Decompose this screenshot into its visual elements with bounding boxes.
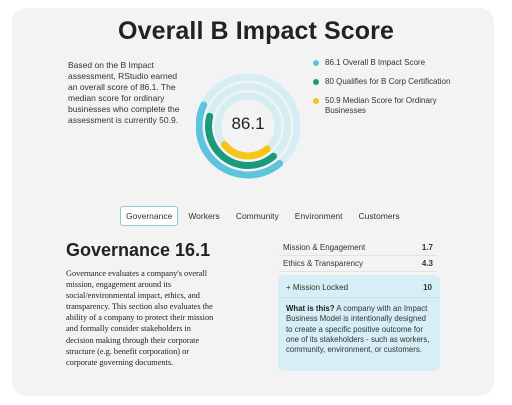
category-tabs: Governance Workers Community Environment… <box>120 206 406 226</box>
tab-governance[interactable]: Governance <box>120 206 179 226</box>
mission-locked-value: 10 <box>423 283 432 292</box>
legend-dot-icon <box>313 79 319 85</box>
metric-label: Mission & Engagement <box>283 243 366 252</box>
donut-ring-median-score <box>214 92 282 160</box>
mission-locked-panel: + Mission Locked 10 What is this? A comp… <box>278 275 440 371</box>
metrics-list: Mission & Engagement 1.7 Ethics & Transp… <box>279 240 437 272</box>
tab-community[interactable]: Community <box>235 211 279 221</box>
section-description: Governance evaluates a company's overall… <box>66 269 214 367</box>
metric-value: 4.3 <box>421 259 433 268</box>
mission-explanation: What is this? A company with an Impact B… <box>278 298 440 361</box>
metric-value: 1.7 <box>421 243 433 252</box>
intro-text: Based on the B Impact assessment, RStudi… <box>68 60 180 125</box>
legend-dot-icon <box>313 60 319 66</box>
mission-question: What is this? <box>286 304 335 313</box>
mission-locked-label: + Mission Locked <box>286 283 349 292</box>
chart-legend: 86.1 Overall B Impact Score 80 Qualifies… <box>313 58 453 125</box>
donut-ring-overall-score <box>196 73 300 179</box>
tab-customers[interactable]: Customers <box>358 211 400 221</box>
legend-label: 80 Qualifies for B Corp Certification <box>325 77 451 86</box>
donut-ring-b-corp-threshold <box>205 83 291 169</box>
score-donut-chart <box>196 73 300 179</box>
section-title: Governance 16.1 <box>66 240 211 260</box>
legend-item-overall-score: 86.1 Overall B Impact Score <box>313 58 453 68</box>
legend-dot-icon <box>313 98 319 104</box>
metric-row-mission-engagement: Mission & Engagement 1.7 <box>279 240 437 256</box>
legend-item-median: 50.9 Median Score for Ordinary Businesse… <box>313 96 453 116</box>
tab-workers[interactable]: Workers <box>188 211 220 221</box>
page-title: Overall B Impact Score <box>118 17 394 45</box>
mission-explanation-text: A company with an Impact Business Model … <box>286 304 430 355</box>
overall-score-value: 86.1 <box>231 114 265 133</box>
legend-label: 86.1 Overall B Impact Score <box>325 58 426 67</box>
legend-label: 50.9 Median Score for Ordinary Businesse… <box>325 96 437 115</box>
tab-environment[interactable]: Environment <box>294 211 343 221</box>
legend-item-b-corp: 80 Qualifies for B Corp Certification <box>313 77 453 87</box>
mission-locked-row[interactable]: + Mission Locked 10 <box>278 275 440 298</box>
metric-label: Ethics & Transparency <box>283 259 364 268</box>
metric-row-ethics-transparency: Ethics & Transparency 4.3 <box>279 256 437 272</box>
